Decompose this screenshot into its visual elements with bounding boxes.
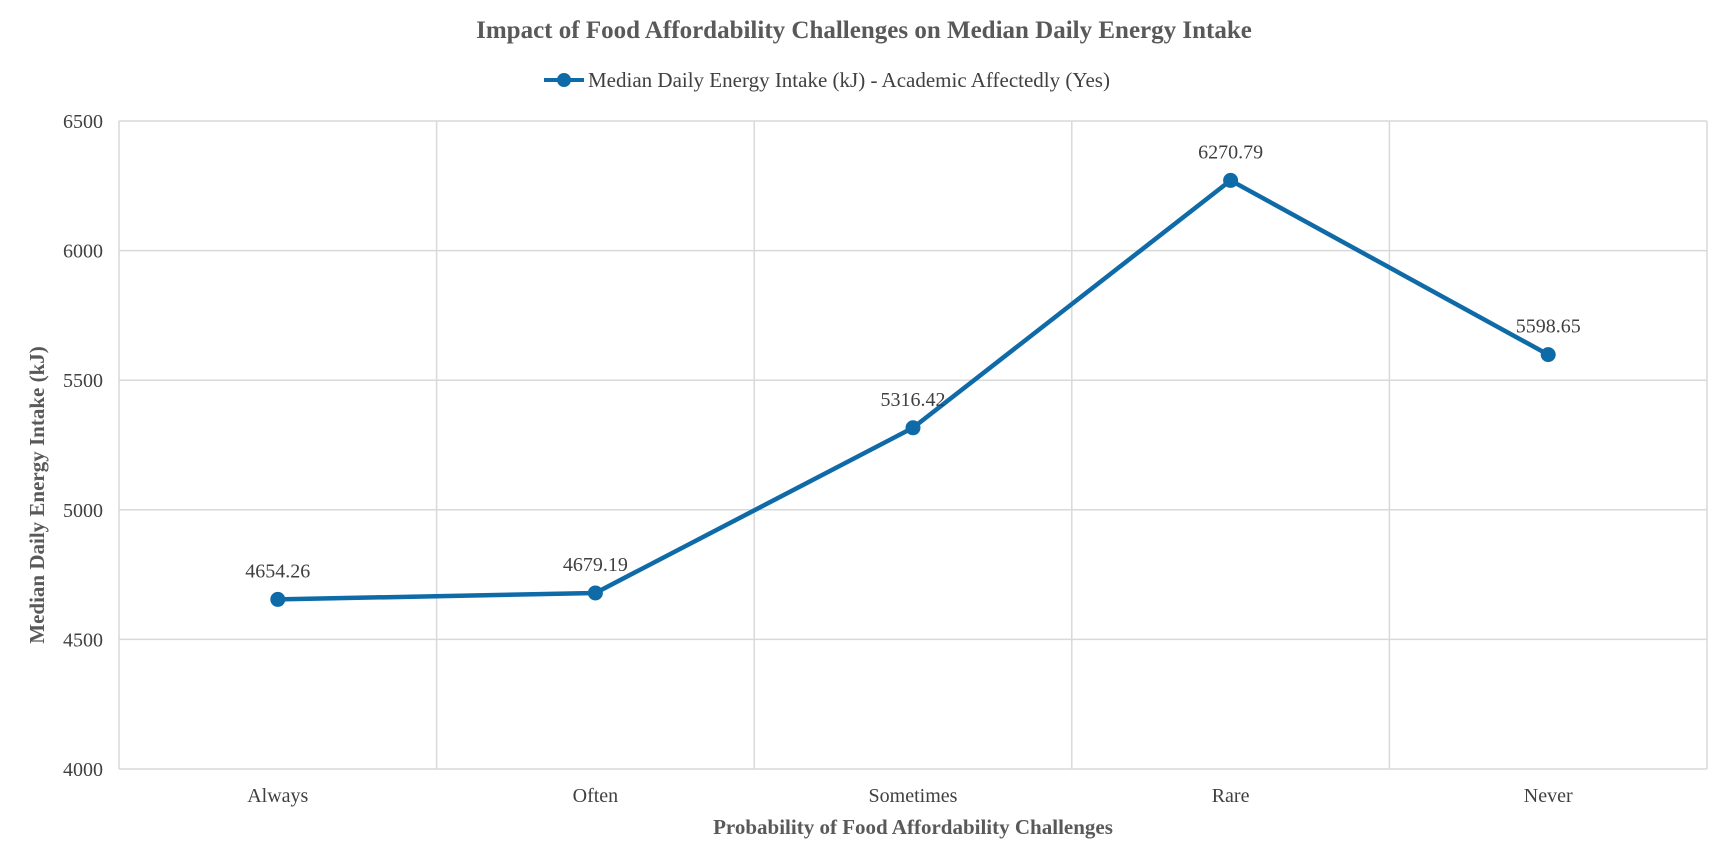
data-point bbox=[587, 585, 603, 601]
data-point bbox=[1223, 172, 1239, 188]
legend-series-name: Median Daily Energy Intake (kJ) - Academ… bbox=[588, 68, 1110, 92]
legend: Median Daily Energy Intake (kJ) - Academ… bbox=[544, 68, 1110, 92]
series-layer: 4654.26 4679.19 5316.42 6270.79 5598.65 bbox=[245, 141, 1581, 607]
x-tick-label: Sometimes bbox=[869, 785, 958, 807]
data-point bbox=[1540, 347, 1556, 363]
data-label: 5598.65 bbox=[1516, 316, 1581, 338]
y-tick-label: 5000 bbox=[63, 500, 103, 522]
legend-dot-marker bbox=[557, 73, 571, 87]
y-tick-label: 4500 bbox=[63, 629, 103, 651]
data-label: 4679.19 bbox=[563, 554, 628, 576]
x-tick-label: Never bbox=[1524, 785, 1573, 807]
y-axis-title: Median Daily Energy Intake (kJ) bbox=[25, 346, 49, 644]
x-tick-label: Rare bbox=[1212, 785, 1250, 807]
x-tick-label: Always bbox=[247, 785, 308, 807]
y-tick-label: 5500 bbox=[63, 370, 103, 392]
x-axis-ticks: Always Often Sometimes Rare Never bbox=[247, 785, 1573, 807]
x-tick-label: Often bbox=[573, 785, 619, 807]
data-label: 6270.79 bbox=[1198, 141, 1263, 163]
data-label: 5316.42 bbox=[881, 389, 946, 411]
data-label: 4654.26 bbox=[245, 560, 310, 582]
y-tick-label: 6500 bbox=[63, 111, 103, 133]
y-tick-label: 4000 bbox=[63, 759, 103, 781]
y-tick-label: 6000 bbox=[63, 241, 103, 263]
gridlines bbox=[118, 120, 1708, 770]
x-axis-title: Probability of Food Affordability Challe… bbox=[713, 815, 1113, 839]
chart-title: Impact of Food Affordability Challenges … bbox=[476, 17, 1252, 44]
y-axis-ticks: 4000 4500 5000 5500 6000 6500 bbox=[63, 111, 103, 781]
data-point bbox=[905, 420, 921, 436]
data-point bbox=[270, 591, 286, 607]
